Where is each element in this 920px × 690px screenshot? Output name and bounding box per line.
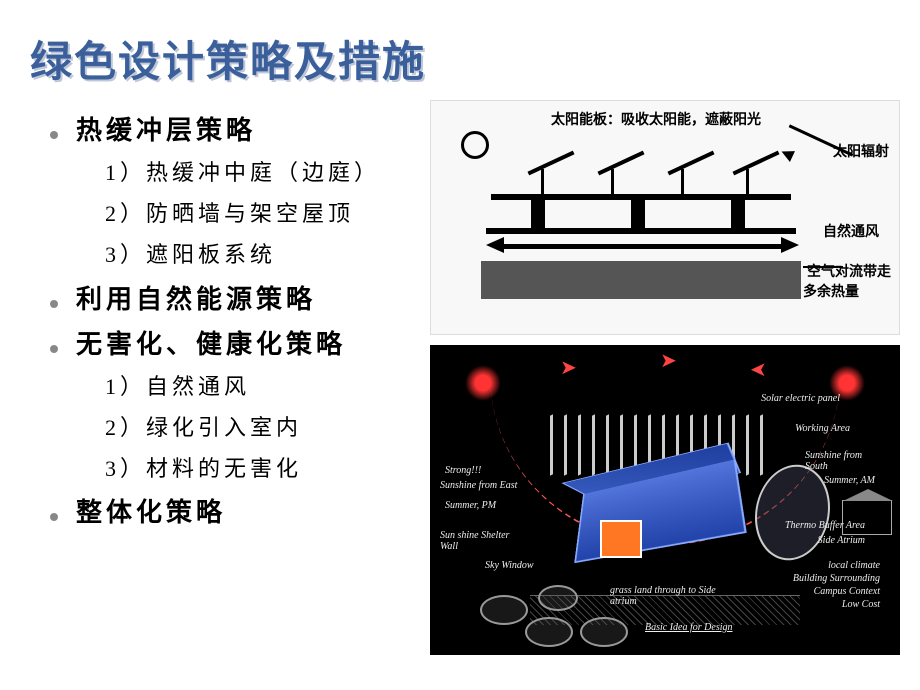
pillar [531, 200, 545, 228]
arc-arrow-icon: ➤ [560, 355, 577, 380]
pillar [731, 200, 745, 228]
roof-ventilation-sketch: 太阳能板：吸收太阳能，遮蔽阳光 太阳辐射 自然通风 架空层，空气对流带走 多余热… [430, 100, 900, 335]
concept-bubble [480, 595, 528, 625]
sub-item: 2）绿化引入室内 [105, 410, 430, 445]
solar-panel [597, 151, 644, 176]
panel-post [746, 169, 749, 194]
sub-item: 3）遮阳板系统 [105, 237, 430, 272]
annot-climate: local climate [828, 560, 880, 571]
solar-panel [667, 151, 714, 176]
sub-item: 1）自然通风 [105, 369, 430, 404]
bullet-dot-icon [50, 300, 58, 308]
bullet-label: 整体化策略 [76, 492, 226, 529]
concept-bubble [525, 617, 573, 647]
annot-side: Side Atrium [818, 535, 865, 546]
building-concept-sketch: ➤ ➤ ➤ Solar electric panel Working Area … [430, 345, 900, 655]
annot-am: Summer, AM [824, 475, 875, 486]
label-raised-floor-2: 多余热量 [803, 281, 859, 301]
annot-sunshine-s: Sunshine from South [805, 450, 885, 472]
annot-thermo: Thermo Buffer Area [785, 520, 885, 531]
leader-line [803, 266, 843, 268]
pillar [631, 200, 645, 228]
label-solar-panel: 太阳能板：吸收太阳能，遮蔽阳光 [551, 109, 761, 129]
bullet-item: 无害化、健康化策略 [50, 324, 430, 361]
bullet-label: 热缓冲层策略 [76, 110, 256, 147]
arc-arrow-icon: ➤ [750, 357, 767, 382]
bullet-label: 利用自然能源策略 [76, 279, 316, 316]
sub-item: 3）材料的无害化 [105, 451, 430, 486]
bullet-item: 热缓冲层策略 [50, 110, 430, 147]
label-ventilation: 自然通风 [823, 221, 879, 241]
annot-strong: Strong!!! [445, 465, 481, 476]
arc-arrow-icon: ➤ [660, 348, 677, 373]
annot-grass: grass land through to Side atrium [610, 585, 730, 607]
bullet-item: 利用自然能源策略 [50, 279, 430, 316]
annot-campus: Campus Context [814, 586, 880, 597]
concept-bubble [580, 617, 628, 647]
annot-surround: Building Surrounding [793, 573, 880, 584]
annot-sky: Sky Window [485, 560, 534, 571]
vent-arrow-head-right [781, 237, 799, 253]
vent-arrow-head-left [486, 237, 504, 253]
floor-beam [486, 228, 796, 234]
annot-shelter: Sun shine Shelter Wall [440, 530, 510, 552]
annot-sunshine-e: Sunshine from East [440, 480, 520, 491]
bullet-dot-icon [50, 513, 58, 521]
annot-pm: Summer, PM [445, 500, 496, 511]
annot-working: Working Area [795, 423, 850, 434]
bullet-dot-icon [50, 131, 58, 139]
bullet-item: 整体化策略 [50, 492, 430, 529]
vent-arrow-line [501, 244, 781, 249]
page-title: 绿色设计策略及措施 [30, 28, 426, 89]
panel-post [611, 169, 614, 194]
sub-item: 2）防晒墙与架空屋顶 [105, 196, 430, 231]
solar-panel [732, 151, 779, 176]
bullet-label: 无害化、健康化策略 [76, 324, 346, 361]
panel-post [681, 169, 684, 194]
concept-bubble [538, 585, 578, 611]
annot-solar: Solar electric panel [761, 393, 840, 404]
sub-item: 1）热缓冲中庭（边庭） [105, 155, 430, 190]
annot-cost: Low Cost [842, 599, 880, 610]
radiation-arrow-head [779, 146, 795, 162]
accent-volume [600, 520, 642, 558]
annot-idea: Basic Idea for Design [645, 622, 733, 633]
panel-post [541, 169, 544, 194]
solar-panel [527, 151, 574, 176]
base-slab [481, 261, 801, 299]
sun-icon [461, 131, 489, 159]
bullet-list: 热缓冲层策略 1）热缓冲中庭（边庭） 2）防晒墙与架空屋顶 3）遮阳板系统 利用… [50, 110, 430, 537]
pergola [550, 415, 770, 420]
bullet-dot-icon [50, 345, 58, 353]
